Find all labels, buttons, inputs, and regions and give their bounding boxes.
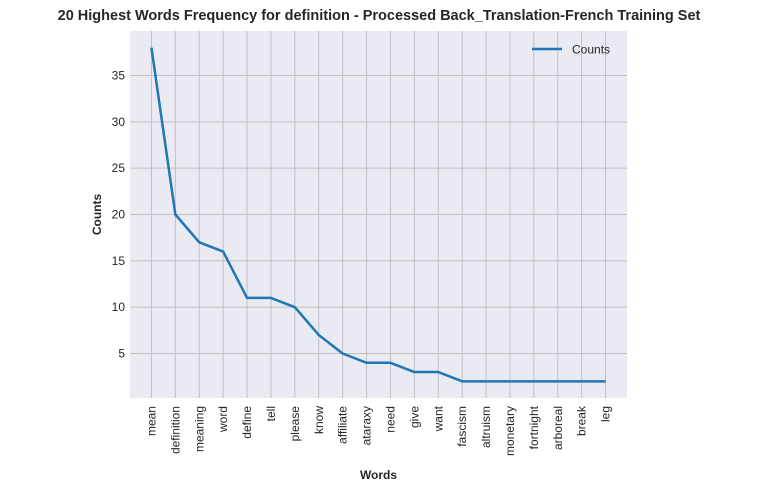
y-tick-label: 30 [112, 115, 126, 129]
x-axis-label: Words [360, 468, 397, 482]
x-tick-label: define [240, 406, 254, 439]
legend-label-counts: Counts [572, 43, 610, 57]
y-tick-label: 15 [112, 254, 126, 268]
x-tick-label: affiliate [336, 406, 350, 444]
y-tick-label: 5 [118, 347, 125, 361]
x-tick-label: altruism [479, 406, 493, 448]
x-tick-label: fortnight [527, 405, 541, 449]
x-tick-label: need [383, 406, 397, 433]
x-tick-label: break [575, 405, 589, 436]
x-tick-label: fascism [455, 406, 469, 447]
grid-lines [130, 31, 627, 398]
x-tick-label: know [312, 406, 326, 434]
y-tick-label: 35 [112, 68, 126, 82]
x-tick-label: leg [599, 406, 613, 422]
series-line-counts [150, 47, 606, 383]
x-tick-label: tell [264, 406, 278, 421]
x-tick-label: word [216, 406, 230, 433]
x-tick-label: monetary [503, 406, 517, 456]
x-tick-label: ataraxy [360, 406, 374, 445]
y-tick-label: 10 [112, 300, 126, 314]
series-layer [150, 47, 606, 383]
x-tick-label: please [288, 406, 302, 442]
y-axis-label: Counts [90, 194, 104, 236]
x-axis-ticks: mean definition meaning word define tell pleas… [144, 405, 612, 456]
x-tick-label: meaning [192, 406, 206, 452]
x-tick-label: want [431, 405, 445, 432]
y-tick-label: 25 [112, 161, 126, 175]
legend: Counts [532, 43, 610, 57]
chart-title: 20 Highest Words Frequency for definitio… [57, 8, 701, 24]
y-tick-label: 20 [112, 208, 126, 222]
x-tick-label: definition [168, 406, 182, 454]
y-axis-ticks: 5 10 15 20 25 30 35 [112, 68, 126, 360]
x-tick-label: arboreal [551, 406, 565, 450]
x-tick-label: give [407, 406, 421, 428]
x-tick-label: mean [144, 406, 158, 436]
